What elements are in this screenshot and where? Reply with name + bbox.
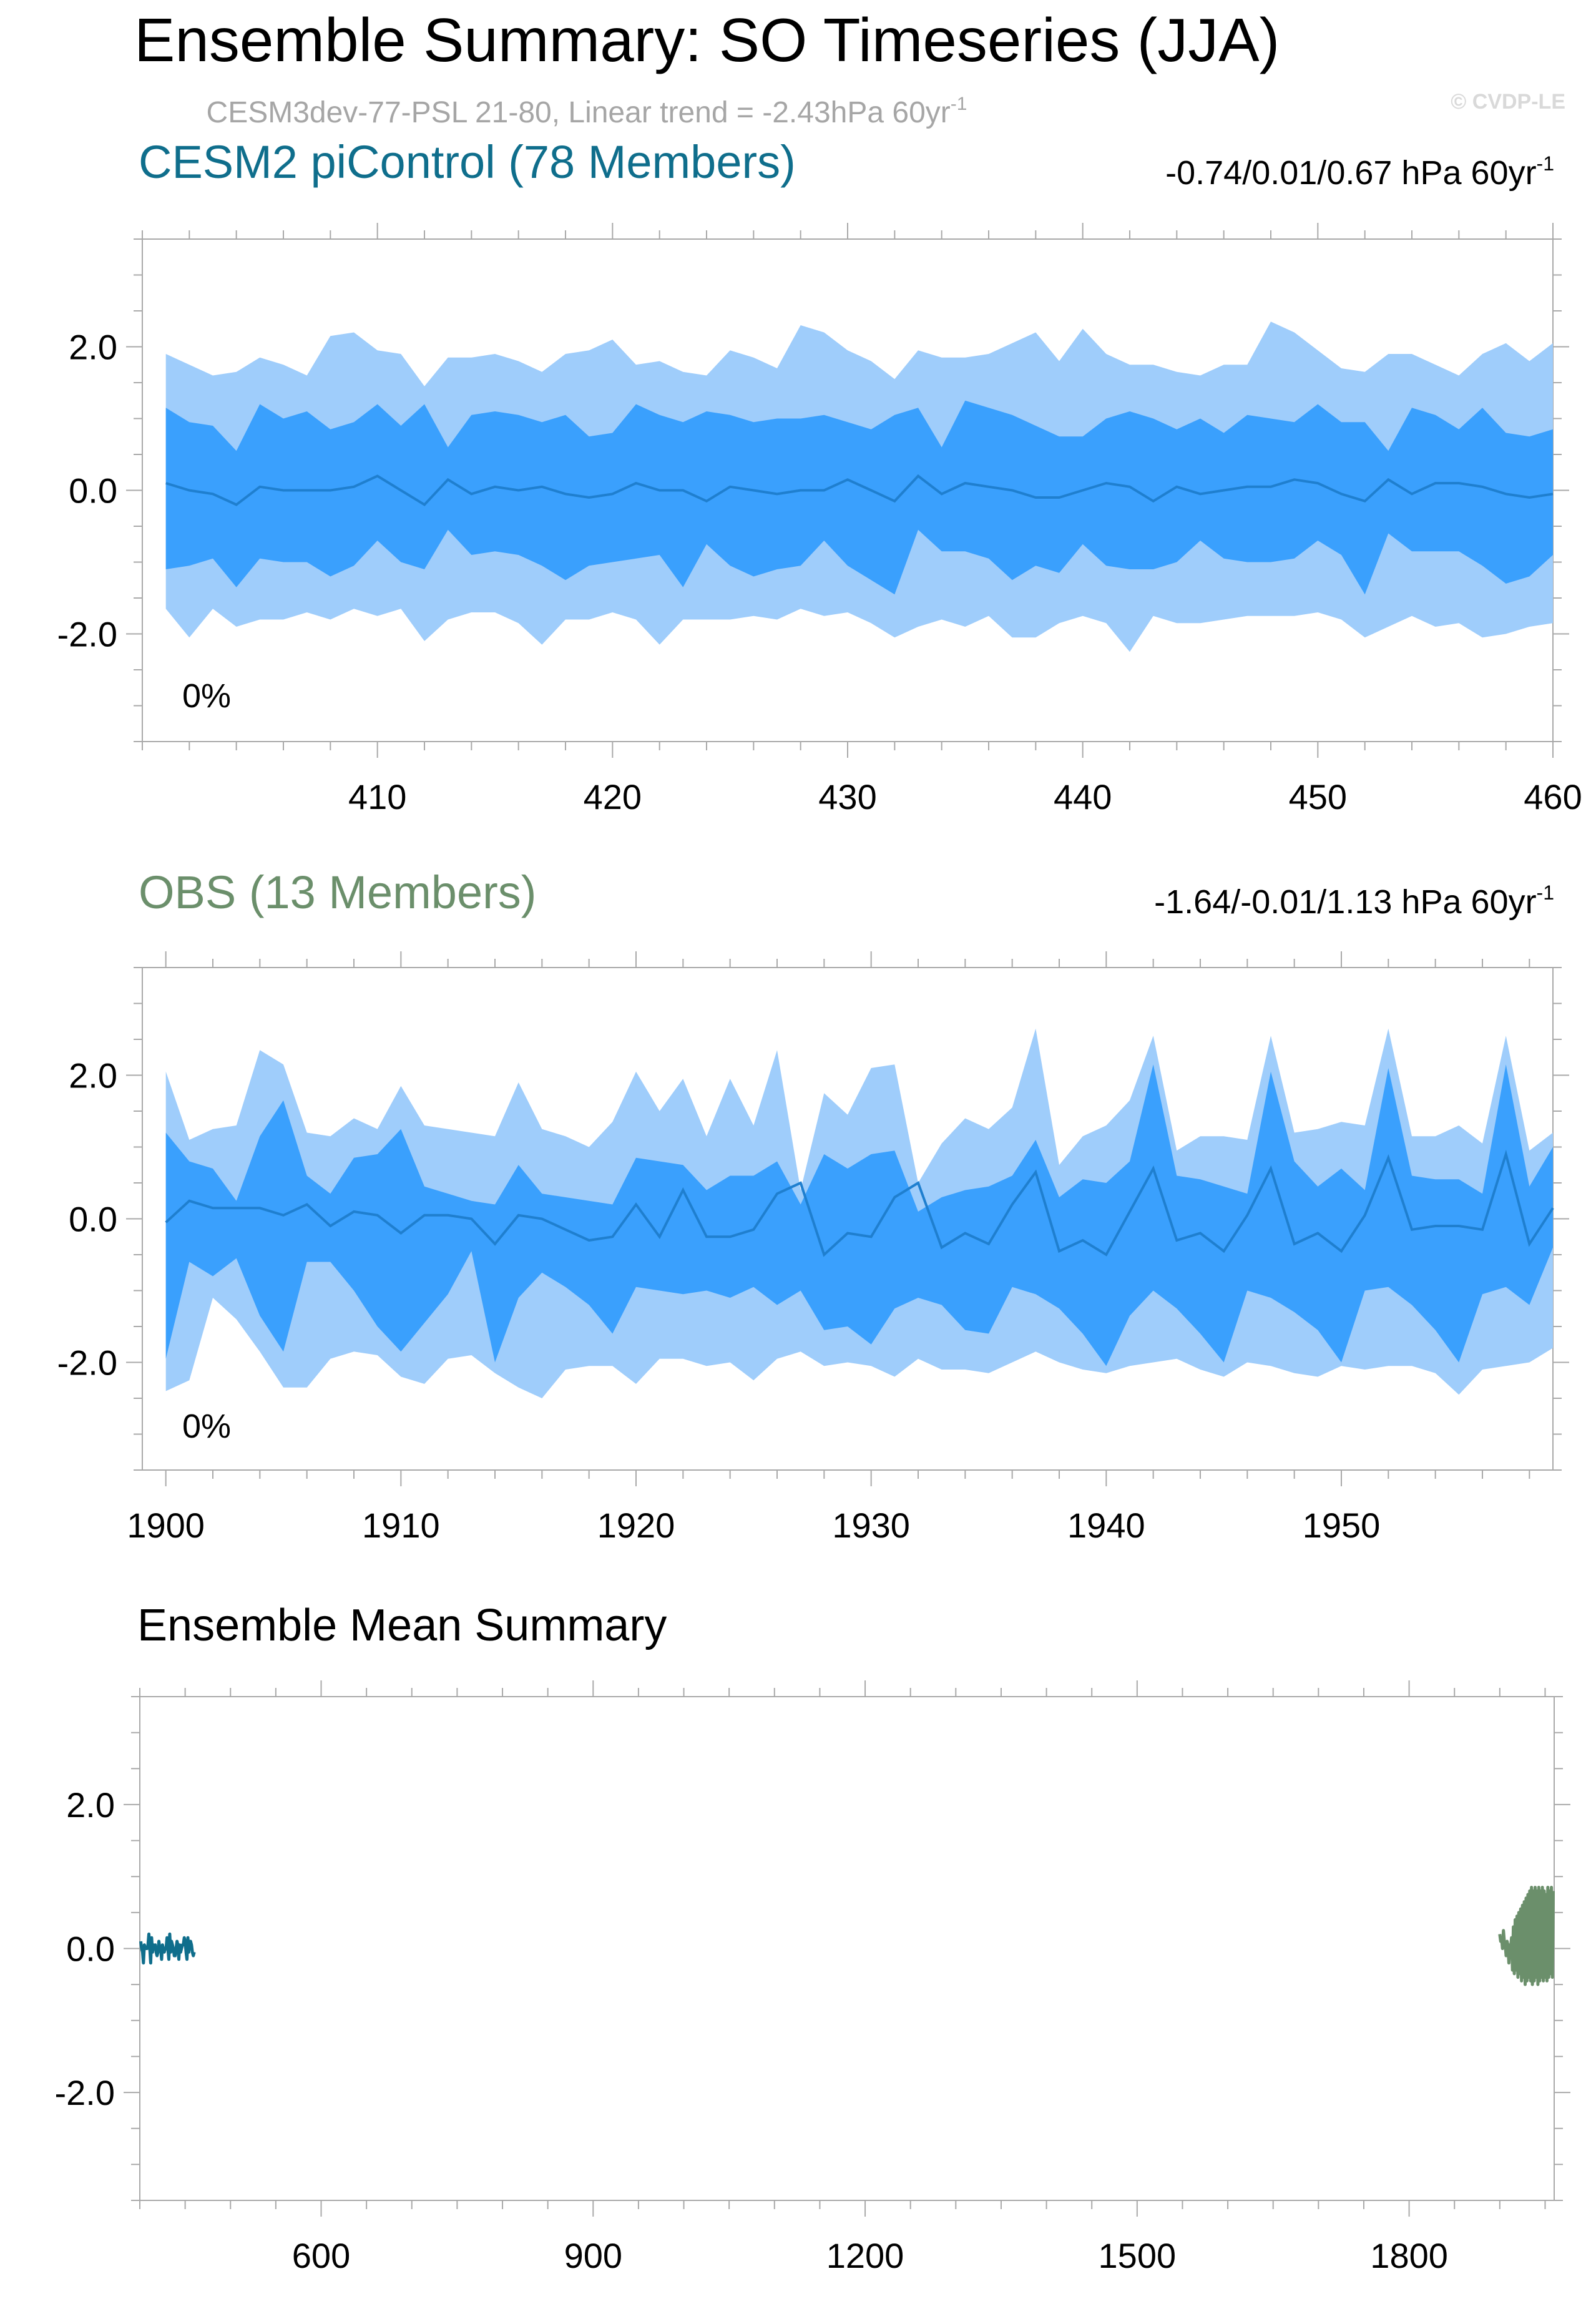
x-tick-label: 460: [1524, 777, 1582, 816]
x-tick-label: 1930: [832, 1506, 910, 1545]
x-tick-label: 410: [348, 777, 406, 816]
x-tick-label: 1200: [826, 2236, 904, 2275]
panel-obs: OBS (13 Members) -1.64/-0.01/1.13 hPa 60…: [57, 866, 1569, 1545]
figure-title: Ensemble Summary: SO Timeseries (JJA): [134, 6, 1280, 74]
plot-area-summary: -2.0 0.0 2.0 600 900 1200 1500 1800: [55, 1680, 1570, 2275]
x-tick-label: 1950: [1303, 1506, 1381, 1545]
x-tick-label: 1800: [1370, 2236, 1448, 2275]
y-tick-label: -2.0: [57, 615, 118, 654]
panel-title-summary: Ensemble Mean Summary: [137, 1601, 667, 1650]
subtitle-sup: -1: [951, 94, 967, 114]
plot-area-cesm2: -2.0 0.0 2.0 410 420 430 440 450 460: [57, 223, 1582, 816]
plot-area-obs: -2.0 0.0 2.0 1900 1910 1920 1930 1940 1950: [57, 951, 1569, 1545]
x-tick-label: 440: [1054, 777, 1112, 816]
y-tick-label: 0.0: [69, 471, 117, 511]
y-tick-label: 0.0: [69, 1200, 117, 1239]
ensemble-mean-line: [165, 1149, 1554, 1257]
x-tick-label: 430: [818, 777, 876, 816]
x-tick-label: 900: [564, 2236, 622, 2275]
series-cesm2-mean: [139, 1932, 196, 1965]
y-tick-label: 2.0: [66, 1785, 115, 1825]
y-tick-label: -2.0: [55, 2073, 115, 2112]
series-obs-mean: [1498, 1886, 1555, 1986]
x-tick-label: 1910: [362, 1506, 440, 1545]
inner-spread-band: [165, 400, 1554, 595]
panel-title-obs: OBS (13 Members): [139, 866, 536, 918]
ensemble-mean-line: [165, 474, 1554, 507]
inner-spread-band: [165, 1064, 1554, 1366]
plot-frame: [139, 1696, 1555, 2201]
x-tick-label: 450: [1289, 777, 1347, 816]
panel-cesm2-picontrol: CESM2 piControl (78 Members) -0.74/0.01/…: [57, 136, 1582, 816]
watermark: © CVDP-LE: [1451, 90, 1565, 114]
x-tick-label: 420: [584, 777, 642, 816]
x-tick-label: 1500: [1099, 2236, 1177, 2275]
y-tick-label: 2.0: [69, 1056, 117, 1096]
x-tick-label: 600: [292, 2236, 350, 2275]
panel-ensemble-mean-summary: Ensemble Mean Summary -2.0 0.0 2.0 600 900 12…: [55, 1601, 1570, 2275]
panel-stat-obs: -1.64/-0.01/1.13 hPa 60yr-1: [1154, 881, 1554, 921]
percent-label-obs: 0%: [182, 1408, 231, 1445]
y-tick-label: 2.0: [69, 328, 117, 367]
y-tick-label: -2.0: [57, 1343, 118, 1383]
x-tick-label: 1920: [597, 1506, 675, 1545]
figure-subtitle: CESM3dev-77-PSL 21-80, Linear trend = -2…: [207, 94, 967, 129]
panel-title-cesm2: CESM2 piControl (78 Members): [139, 136, 796, 188]
percent-label-cesm2: 0%: [182, 677, 231, 715]
panel-stat-cesm2: -0.74/0.01/0.67 hPa 60yr-1: [1165, 152, 1554, 192]
x-tick-label: 1940: [1067, 1506, 1145, 1545]
subtitle-main: CESM3dev-77-PSL 21-80, Linear trend = -2…: [207, 96, 951, 129]
y-tick-label: 0.0: [66, 1929, 115, 1969]
x-tick-label: 1900: [127, 1506, 205, 1545]
